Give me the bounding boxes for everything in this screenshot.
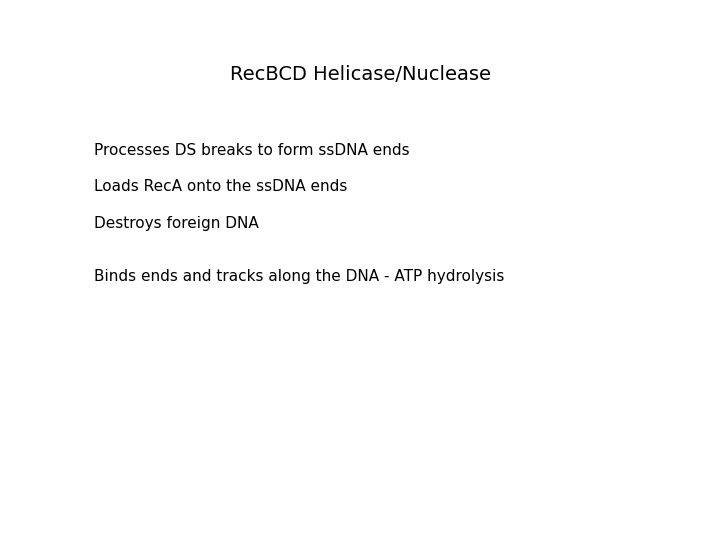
Text: Processes DS breaks to form ssDNA ends: Processes DS breaks to form ssDNA ends: [94, 143, 409, 158]
Text: Destroys foreign DNA: Destroys foreign DNA: [94, 216, 258, 231]
Text: Binds ends and tracks along the DNA - ATP hydrolysis: Binds ends and tracks along the DNA - AT…: [94, 269, 504, 284]
Text: Loads RecA onto the ssDNA ends: Loads RecA onto the ssDNA ends: [94, 179, 347, 194]
Text: RecBCD Helicase/Nuclease: RecBCD Helicase/Nuclease: [230, 65, 490, 84]
